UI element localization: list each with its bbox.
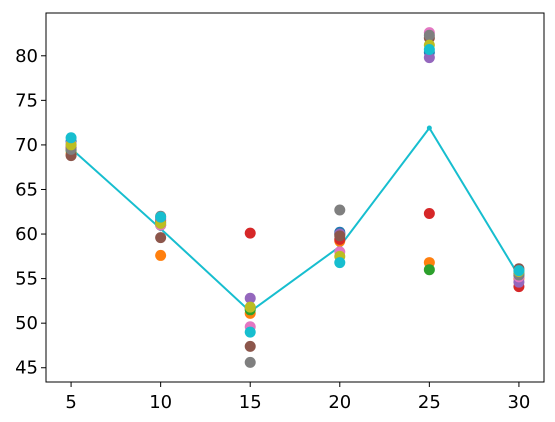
- y-tick-label: 50: [15, 313, 38, 334]
- data-point: [244, 301, 256, 313]
- y-tick-label: 75: [15, 90, 38, 111]
- x-tick-label: 15: [239, 392, 262, 413]
- data-point: [244, 326, 256, 338]
- data-point: [423, 44, 435, 56]
- data-point: [155, 249, 167, 261]
- data-point: [334, 230, 346, 242]
- mean-line-layer: [68, 125, 522, 315]
- mean-line: [70, 126, 520, 313]
- data-point: [244, 340, 256, 352]
- mean-point: [426, 125, 432, 131]
- y-tick-label: 65: [15, 179, 38, 200]
- data-point: [334, 204, 346, 216]
- data-point: [244, 227, 256, 239]
- data-point: [423, 52, 435, 64]
- data-point: [65, 132, 77, 144]
- data-point: [423, 208, 435, 220]
- data-point: [334, 257, 346, 269]
- y-tick-label: 60: [15, 224, 38, 245]
- plot-frame: [45, 12, 545, 383]
- data-point: [244, 356, 256, 368]
- x-axis: 5 10 15 20 25 30: [65, 382, 530, 413]
- y-axis: 45 50 55 60 65 70 75 80: [15, 46, 46, 379]
- data-points-layer: [65, 27, 525, 368]
- x-tick-label: 10: [149, 392, 172, 413]
- data-point: [244, 292, 256, 304]
- y-tick-label: 55: [15, 269, 38, 290]
- x-tick-label: 5: [65, 392, 76, 413]
- data-point: [423, 264, 435, 276]
- data-point: [423, 29, 435, 41]
- x-tick-label: 25: [418, 392, 441, 413]
- y-tick-label: 70: [15, 135, 38, 156]
- x-tick-label: 20: [328, 392, 351, 413]
- data-point: [155, 232, 167, 244]
- data-point: [155, 211, 167, 223]
- y-tick-label: 80: [15, 46, 38, 67]
- x-tick-label: 30: [507, 392, 530, 413]
- y-tick-label: 45: [15, 358, 38, 379]
- data-point: [513, 265, 525, 277]
